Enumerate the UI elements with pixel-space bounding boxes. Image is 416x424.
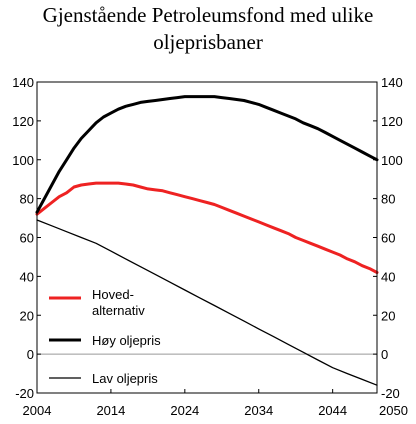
y-tick-label-left: 20 xyxy=(20,308,34,323)
axes: -20 -20 0 0 20 20 40 40 60 60 80 80 100 100 120 120 140 1… xyxy=(12,75,408,418)
plot-frame xyxy=(36,81,378,394)
x-tick-label: 2004 xyxy=(23,403,52,418)
series-line-3 xyxy=(36,219,378,386)
x-tick-label: 2044 xyxy=(318,403,347,418)
y-tick-label-right: 120 xyxy=(381,114,403,129)
y-tick-label-left: 80 xyxy=(20,192,34,207)
y-tick-label-right: 140 xyxy=(381,75,403,90)
y-tick-label-right: 40 xyxy=(381,269,395,284)
chart-title-line-1: Gjenstående Petroleumsfond med ulike xyxy=(42,3,374,27)
y-tick-label-left: 140 xyxy=(12,75,34,90)
y-tick-label-left: 60 xyxy=(20,231,34,246)
y-tick-label-right: -20 xyxy=(381,386,400,401)
y-tick-label-left: 40 xyxy=(20,269,34,284)
series-line-2 xyxy=(35,95,379,214)
x-tick-label: 2014 xyxy=(96,403,125,418)
y-tick-label-right: 0 xyxy=(381,347,388,362)
plot-area xyxy=(35,95,379,386)
y-tick-label-left: 120 xyxy=(12,114,34,129)
y-tick-label-right: 80 xyxy=(381,192,395,207)
chart-title-line-2: oljeprisbaner xyxy=(153,30,263,54)
series-line-1 xyxy=(35,181,379,274)
y-tick-label-right: 20 xyxy=(381,308,395,323)
legend-label-3: Lav oljepris xyxy=(92,371,158,386)
y-tick-label-right: 100 xyxy=(381,153,403,168)
y-tick-label-left: -20 xyxy=(15,386,34,401)
x-tick-label: 2024 xyxy=(170,403,199,418)
legend-label-1: alternativ xyxy=(92,303,145,318)
legend: Hoved-alternativ Høy oljepris Lav oljepris xyxy=(49,287,161,386)
y-tick-label-right: 60 xyxy=(381,231,395,246)
y-tick-label-left: 0 xyxy=(27,347,34,362)
chart-title: Gjenstående Petroleumsfond med ulike olj… xyxy=(0,2,416,56)
x-tick-label: 2034 xyxy=(244,403,273,418)
x-tick-label: 2050 xyxy=(379,403,408,418)
legend-label-2: Høy oljepris xyxy=(92,333,161,348)
y-tick-label-left: 100 xyxy=(12,153,34,168)
legend-label-1: Hoved- xyxy=(92,287,134,302)
